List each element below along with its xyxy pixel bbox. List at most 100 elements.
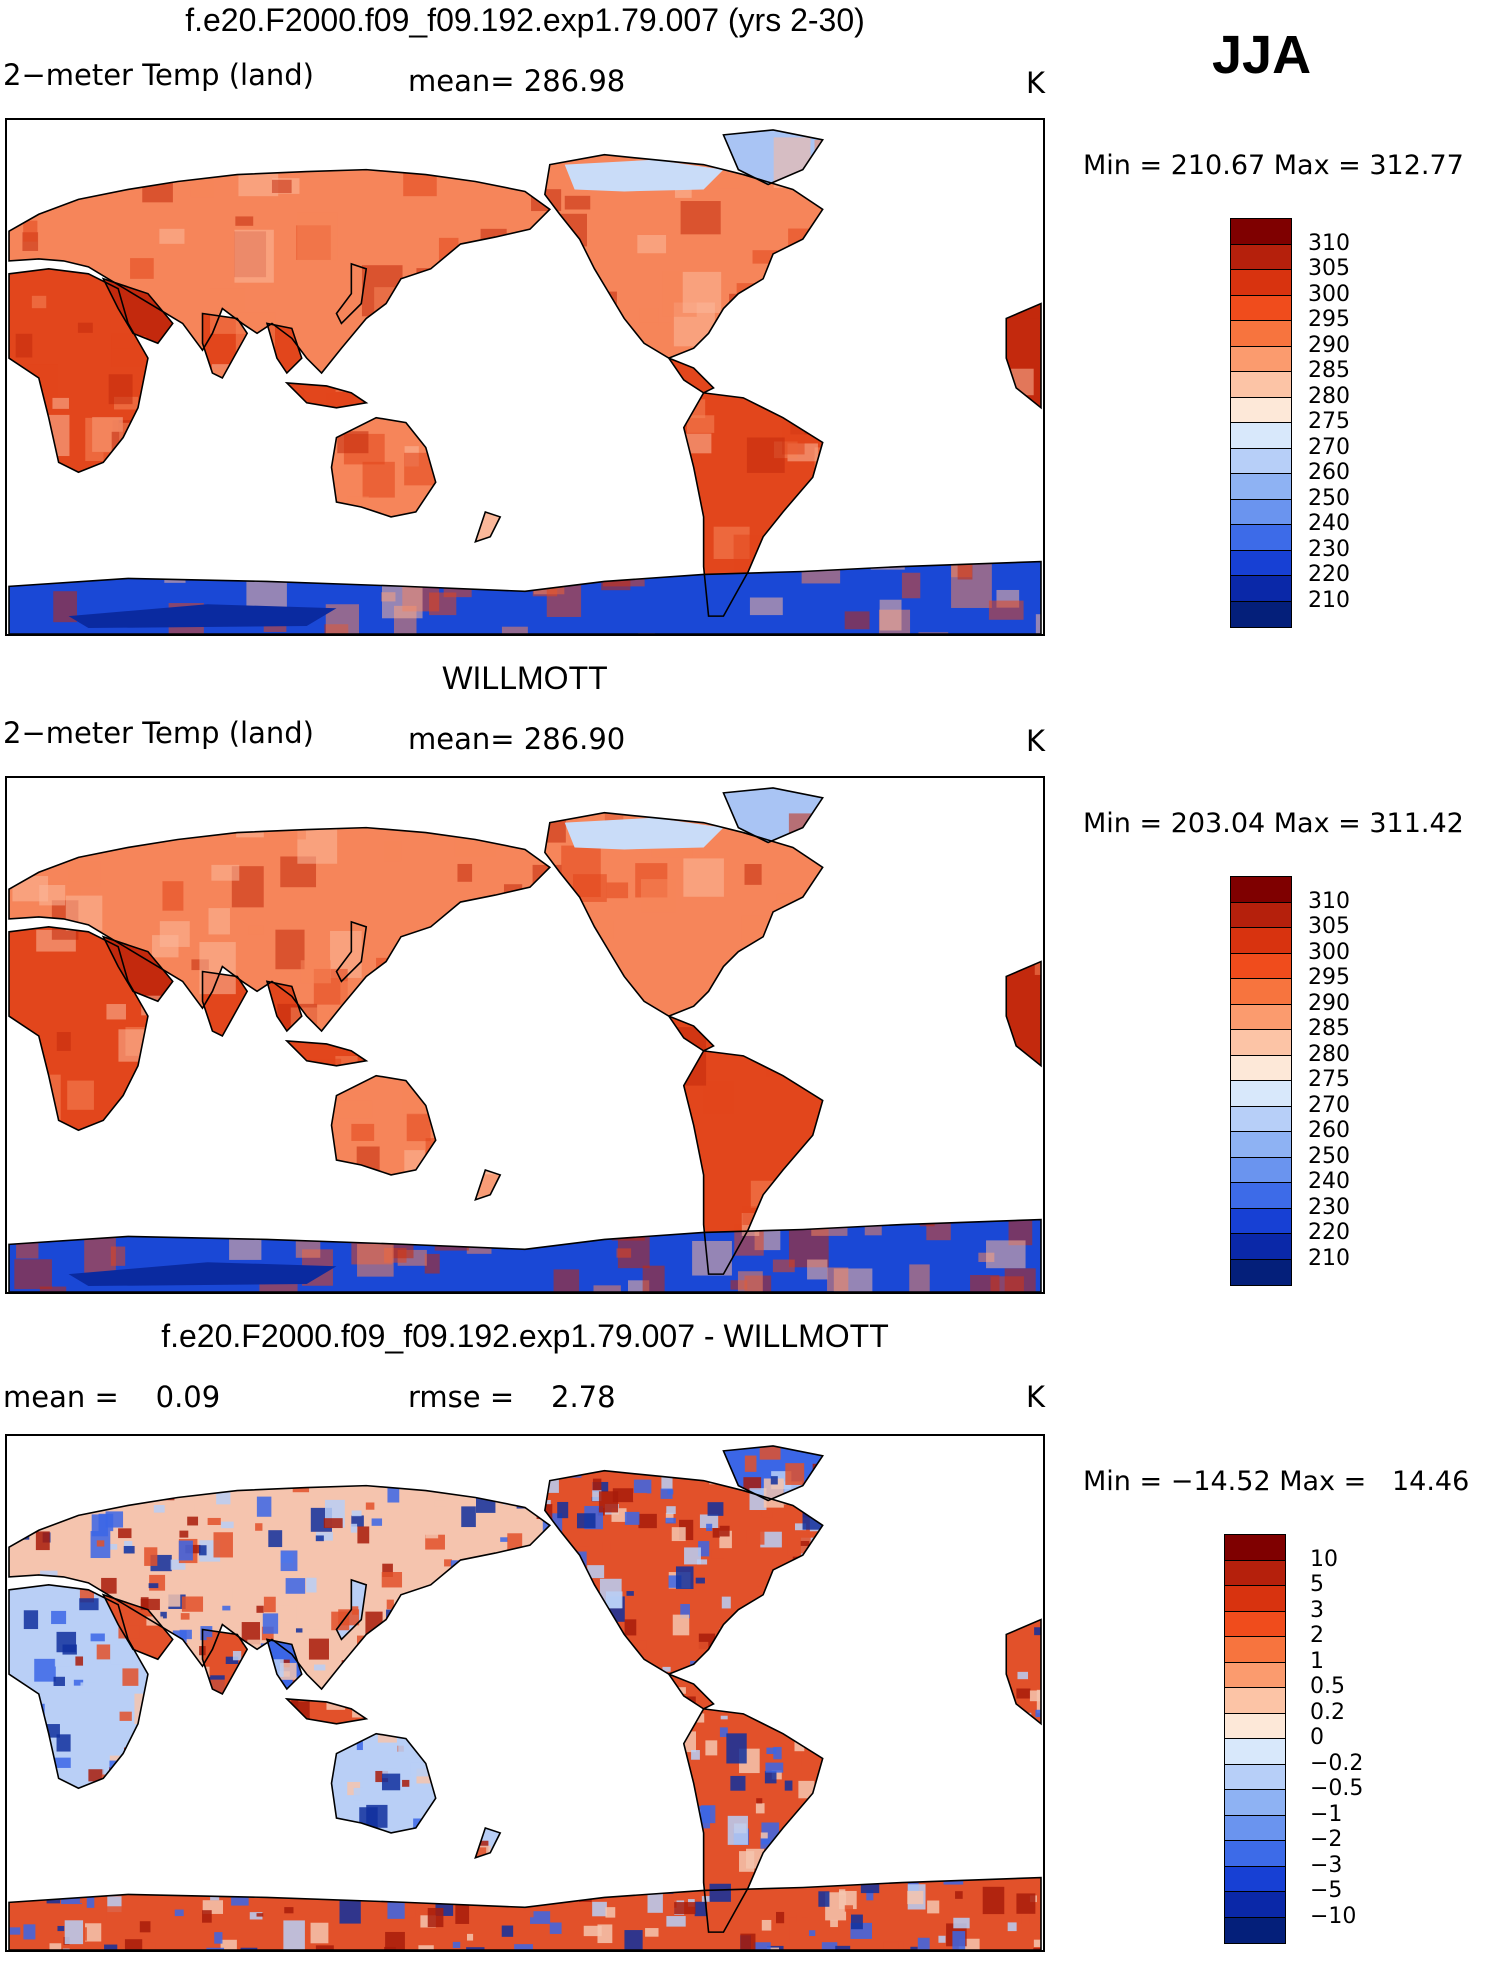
colorbar-swatch — [1231, 474, 1291, 500]
field-patch — [314, 1454, 334, 1472]
panel-1-colorbar — [1230, 218, 1292, 628]
field-patch — [26, 1074, 61, 1124]
field-patch — [84, 1923, 102, 1942]
field-patch — [109, 1445, 130, 1462]
field-patch — [202, 1910, 212, 1923]
coastline — [101, 277, 174, 345]
field-patch — [35, 1847, 43, 1858]
colorbar-tick-label: −1 — [1310, 1801, 1343, 1827]
field-patch — [217, 1474, 233, 1485]
field-patch — [105, 1825, 121, 1839]
field-patch — [818, 1476, 834, 1497]
field-patch — [328, 1858, 337, 1866]
field-patch — [572, 1581, 585, 1594]
panel-3-title: f.e20.F2000.f09_f09.192.exp1.79.007 - WI… — [161, 1318, 889, 1354]
field-patch — [181, 1596, 204, 1612]
field-patch — [807, 555, 822, 570]
field-patch — [504, 1191, 522, 1212]
field-patch — [931, 820, 963, 863]
colorbar-tick-label: 280 — [1308, 1041, 1350, 1067]
field-patch — [637, 234, 667, 254]
field-patch — [1014, 809, 1041, 860]
field-patch — [486, 1037, 520, 1077]
field-patch — [639, 307, 659, 327]
field-patch — [732, 1445, 739, 1448]
panel-1-minmax: Min = 210.67 Max = 312.77 — [1083, 150, 1464, 181]
field-patch — [847, 1660, 862, 1674]
colorbar-swatch — [1231, 270, 1291, 296]
field-patch — [929, 1549, 947, 1564]
field-patch — [42, 1841, 62, 1859]
field-patch — [404, 1150, 425, 1180]
field-patch — [645, 1709, 659, 1728]
field-patch — [680, 201, 721, 235]
field-patch — [66, 1483, 83, 1499]
field-patch — [139, 1921, 151, 1933]
coastline — [1005, 960, 1042, 1068]
field-patch — [581, 1759, 588, 1763]
field-patch — [1027, 1824, 1036, 1831]
field-patch — [122, 1668, 139, 1686]
panel-2-colorbar — [1230, 876, 1292, 1286]
field-patch — [472, 447, 505, 490]
colorbar-tick-label: 0.2 — [1310, 1699, 1345, 1725]
field-patch — [811, 1196, 848, 1236]
field-patch — [375, 1770, 389, 1783]
field-patch — [690, 1445, 712, 1459]
field-patch — [792, 1665, 804, 1680]
field-patch — [881, 1657, 888, 1665]
field-patch — [467, 1933, 474, 1941]
colorbar-swatch — [1231, 219, 1291, 245]
field-patch — [614, 1866, 634, 1895]
field-patch — [680, 1603, 690, 1619]
colorbar-tick-label: 300 — [1308, 939, 1350, 965]
field-patch — [624, 1619, 637, 1636]
field-patch — [329, 542, 372, 566]
field-patch — [832, 1675, 847, 1691]
field-patch — [530, 1595, 542, 1602]
colorbar-swatch — [1225, 1841, 1285, 1867]
field-patch — [588, 1445, 610, 1464]
field-patch — [840, 368, 871, 404]
colorbar-tick-label: −3 — [1310, 1852, 1343, 1878]
field-patch — [797, 1690, 805, 1695]
field-patch — [738, 1654, 759, 1665]
field-patch — [538, 1583, 547, 1590]
field-patch — [1007, 420, 1041, 465]
field-patch — [919, 1499, 934, 1514]
field-patch — [645, 1928, 659, 1937]
field-patch — [16, 1817, 34, 1833]
field-patch — [845, 1784, 861, 1807]
field-patch — [94, 1464, 117, 1493]
field-patch — [546, 569, 582, 617]
field-patch — [899, 1696, 918, 1719]
field-patch — [823, 206, 852, 227]
field-patch — [275, 437, 304, 470]
field-patch — [437, 1865, 451, 1873]
colorbar-tick-label: 220 — [1308, 1220, 1350, 1245]
colorbar-swatch — [1225, 1662, 1285, 1688]
field-patch — [719, 1525, 730, 1537]
coastline — [284, 1040, 369, 1067]
field-patch — [452, 1642, 470, 1657]
field-patch — [835, 1945, 851, 1950]
field-patch — [435, 1089, 466, 1125]
field-patch — [815, 331, 848, 376]
coastline — [8, 1584, 149, 1790]
field-patch — [642, 1865, 651, 1874]
field-patch — [284, 1907, 294, 1914]
field-patch — [1016, 1893, 1036, 1914]
field-patch — [843, 1614, 856, 1630]
field-patch — [343, 1636, 351, 1648]
field-patch — [883, 1529, 898, 1551]
coastline — [1005, 1618, 1042, 1726]
field-patch — [472, 1644, 493, 1655]
field-patch — [833, 1564, 843, 1578]
field-patch — [1034, 425, 1041, 474]
coastline — [265, 1638, 303, 1691]
field-patch — [75, 1656, 84, 1666]
field-patch — [13, 1870, 32, 1893]
field-patch — [39, 1785, 52, 1793]
field-patch — [259, 1663, 270, 1678]
field-patch — [452, 1941, 461, 1949]
